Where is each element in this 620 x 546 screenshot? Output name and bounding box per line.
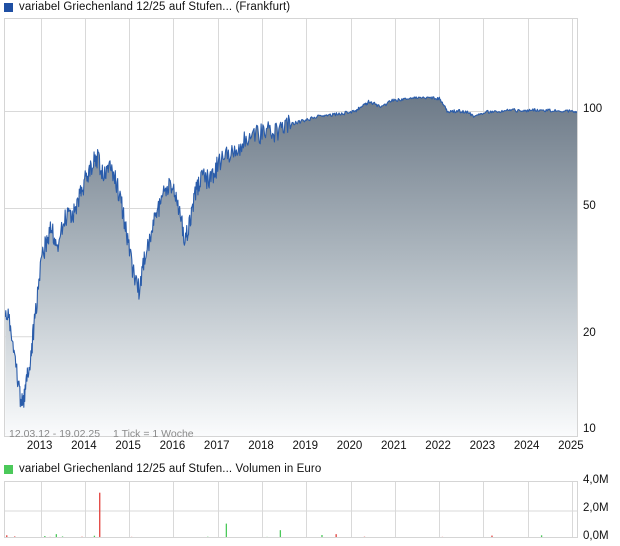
price-y-tick-20: 20 bbox=[583, 327, 596, 339]
legend-square-icon bbox=[4, 464, 13, 474]
date-range-note: 12.03.12 - 19.02.25 bbox=[9, 428, 101, 440]
volume-chart-header: variabel Griechenland 12/25 auf Stufen..… bbox=[4, 463, 321, 475]
price-y-tick-10: 10 bbox=[583, 423, 596, 435]
volume-chart-plot-area[interactable] bbox=[4, 481, 578, 538]
price-y-tick-50: 50 bbox=[583, 200, 596, 212]
x-tick-2015: 2015 bbox=[115, 440, 141, 452]
x-tick-2016: 2016 bbox=[159, 440, 186, 452]
x-axis-labels: 2013 2014 2015 2016 2017 2018 2019 2020 2021 2022… bbox=[0, 440, 620, 456]
legend-square-icon bbox=[4, 2, 13, 12]
volume-chart-svg bbox=[5, 482, 577, 537]
price-y-tick-100: 100 bbox=[583, 103, 603, 115]
x-tick-2024: 2024 bbox=[513, 440, 540, 452]
x-tick-2017: 2017 bbox=[203, 440, 230, 452]
volume-y-tick-4m: 4,0M bbox=[583, 474, 609, 486]
x-tick-2014: 2014 bbox=[71, 440, 97, 452]
x-tick-2013: 2013 bbox=[26, 440, 53, 452]
volume-y-tick-0m: 0,0M bbox=[583, 530, 609, 542]
x-tick-2021: 2021 bbox=[381, 440, 407, 452]
x-tick-2022: 2022 bbox=[425, 440, 451, 452]
tick-interval-note: 1 Tick = 1 Woche bbox=[113, 428, 194, 440]
x-tick-2020: 2020 bbox=[336, 440, 363, 452]
x-tick-2019: 2019 bbox=[292, 440, 319, 452]
price-chart-svg bbox=[5, 19, 577, 436]
x-tick-2018: 2018 bbox=[248, 440, 274, 452]
x-tick-2025: 2025 bbox=[558, 440, 584, 452]
price-chart-title: variabel Griechenland 12/25 auf Stufen..… bbox=[19, 1, 291, 13]
x-tick-2023: 2023 bbox=[469, 440, 496, 452]
volume-chart-title: variabel Griechenland 12/25 auf Stufen..… bbox=[19, 463, 322, 475]
volume-y-tick-2m: 2,0M bbox=[583, 502, 609, 514]
price-chart-header: variabel Griechenland 12/25 auf Stufen..… bbox=[4, 1, 290, 13]
price-chart-plot-area[interactable] bbox=[4, 18, 578, 437]
